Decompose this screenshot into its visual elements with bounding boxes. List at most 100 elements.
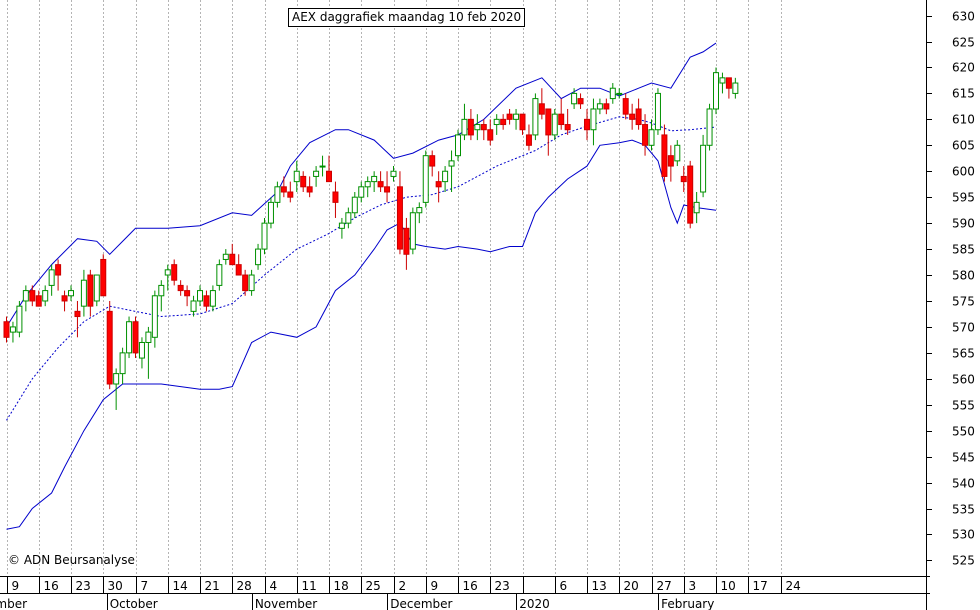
y-tick-label: 555 [952,399,975,413]
candle-body-down [184,290,191,297]
candle-body-up [719,77,726,84]
candle-body-down [384,186,391,193]
candle-body-down [55,264,62,276]
candle-body-up [700,144,707,193]
candle-body-up [351,196,358,214]
candle-body-down [667,155,674,167]
candle-body-down [480,124,487,131]
candle-body-up [654,92,661,131]
candle-body-up [197,290,203,302]
candle-body-up [455,134,461,157]
candle-body-down [635,108,642,126]
y-tick-label: 550 [952,425,975,439]
candle-body-down [235,264,242,276]
y-tick-label: 625 [952,36,975,50]
candle-body-down [661,134,668,177]
bollinger-upper-line [6,42,717,328]
candle-body-up [448,160,455,167]
candle-body-up [274,186,281,203]
candle-body-down [467,118,474,136]
candle-body-up [706,108,713,146]
candle-body-up [364,181,371,188]
candle-body-up [732,82,739,94]
y-tick-label: 590 [952,217,975,231]
x-tick-label: 30 [108,579,123,593]
candle-body-down [622,98,629,115]
y-tick-label: 610 [952,113,975,127]
x-tick-label: 27 [657,579,672,593]
candle-body-up [68,290,74,297]
candle-body-up [416,207,423,214]
x-tick-label: 14 [173,579,188,593]
candle-body-up [674,144,681,162]
candle-body-up [713,72,719,110]
grid-lines [7,0,782,576]
y-tick-label: 525 [952,554,975,568]
y-tick-label: 630 [952,10,975,24]
x-tick-label: 28 [237,579,252,593]
x-tick-label: 7 [141,579,149,593]
copyright-label: © ADN Beursanalyse [8,553,135,567]
x-tick-label: 11 [302,579,317,593]
x-tick-label: 16 [44,579,59,593]
candle-body-up [358,186,365,198]
candle-body-down [642,124,649,146]
candle-body-up [338,222,345,229]
candle-body-down [429,155,436,167]
x-tick-label: 10 [721,579,736,593]
candle-body-down [106,310,113,385]
candle-body-up [145,331,152,343]
candle-body-down [300,175,307,188]
y-tick-label: 575 [952,295,975,309]
bollinger-middle-line [6,116,717,421]
candle-body-down [629,113,636,120]
candle-body-up [190,300,197,312]
candle-body-down [603,103,610,110]
x-tick-label: 25 [366,579,381,593]
candle-body-up [267,201,274,224]
candle-body-up [216,264,223,286]
candle-body-up [255,248,262,266]
candle-body-up [319,165,326,168]
candles [3,67,739,410]
x-month-label: ember [0,597,27,610]
y-tick-label: 570 [952,321,975,335]
x-tick-label: 20 [624,579,639,593]
x-month-label: February [661,597,714,610]
y-tick-label: 545 [952,451,975,465]
x-tick-label: 21 [205,579,220,593]
y-tick-label: 540 [952,477,975,491]
x-tick-label: 23 [76,579,91,593]
candle-body-up [48,269,55,286]
candle-body-up [42,290,49,302]
chart-title: AEX daggrafiek maandag 10 feb 2020 [288,8,526,27]
candle-body-up [164,269,171,276]
candle-body-down [680,175,687,183]
candle-body-down [687,165,694,224]
candle-body-down [29,290,36,302]
candle-body-down [87,274,94,307]
candle-body-down [171,264,178,281]
x-tick-label: 17 [753,579,768,593]
candle-body-up [151,295,158,338]
candle-body-down [287,191,294,198]
candle-body-down [280,186,287,193]
y-tick-label: 565 [952,347,975,361]
candle-body-down [306,186,313,193]
candle-body-down [506,113,513,120]
y-tick-label: 580 [952,269,975,283]
x-month-label: 2020 [519,597,550,610]
candle-body-up [22,290,29,302]
y-tick-label: 620 [952,61,975,75]
candle-body-down [74,310,81,318]
y-tick-label: 600 [952,165,975,179]
y-tick-label: 585 [952,243,975,257]
candle-body-down [100,258,107,297]
candle-body-down [3,321,10,338]
x-month-label: December [390,597,452,610]
candle-body-up [409,212,416,250]
candle-body-up [648,129,655,146]
candle-body-up [461,118,468,136]
candle-body-down [435,181,442,188]
candle-body-down [242,274,249,292]
